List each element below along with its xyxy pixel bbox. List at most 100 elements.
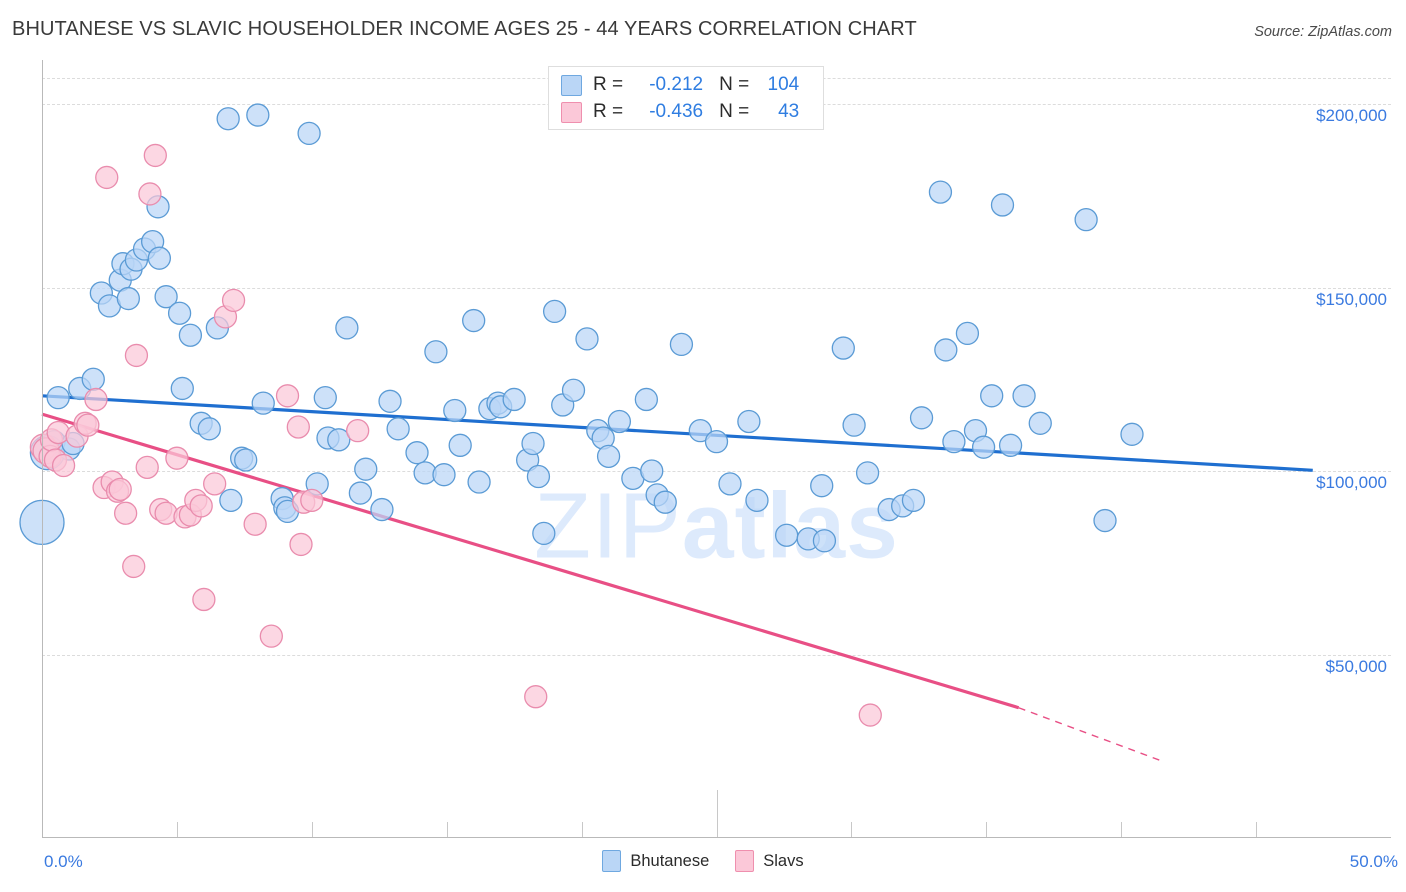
scatter-point-bhutanese[interactable] — [386, 417, 410, 441]
scatter-point-slavs[interactable] — [189, 494, 213, 518]
scatter-point-bhutanese[interactable] — [526, 464, 551, 489]
scatter-point-bhutanese[interactable] — [737, 409, 761, 434]
scatter-point-bhutanese[interactable] — [634, 387, 659, 412]
scatter-point-bhutanese[interactable] — [542, 299, 567, 324]
scatter-point-bhutanese[interactable] — [842, 413, 866, 437]
scatter-point-bhutanese[interactable] — [607, 409, 632, 434]
scatter-point-slavs[interactable] — [108, 477, 132, 502]
scatter-point-bhutanese[interactable] — [1012, 384, 1036, 408]
scatter-point-bhutanese[interactable] — [424, 340, 448, 364]
scatter-point-bhutanese[interactable] — [669, 332, 694, 357]
scatter-point-bhutanese[interactable] — [234, 448, 258, 472]
scatter-point-bhutanese[interactable] — [335, 316, 359, 340]
scatter-point-bhutanese[interactable] — [462, 308, 486, 333]
scatter-point-slavs[interactable] — [203, 472, 227, 496]
scatter-point-bhutanese[interactable] — [704, 430, 729, 454]
scatter-point-bhutanese[interactable] — [812, 529, 837, 553]
scatter-point-slavs[interactable] — [259, 624, 283, 648]
scatter-point-slavs[interactable] — [524, 685, 548, 709]
scatter-point-bhutanese[interactable] — [348, 481, 373, 505]
scatter-point-slavs[interactable] — [84, 387, 108, 412]
scatter-point-bhutanese[interactable] — [448, 433, 472, 457]
scatter-point-slavs[interactable] — [76, 413, 100, 437]
scatter-point-bhutanese[interactable] — [774, 523, 799, 547]
scatter-point-bhutanese[interactable] — [831, 336, 855, 360]
scatter-point-bhutanese[interactable] — [745, 488, 769, 513]
scatter-point-slavs[interactable] — [221, 288, 246, 313]
scatter-point-bhutanese[interactable] — [297, 121, 321, 146]
scatter-point-bhutanese[interactable] — [928, 180, 953, 204]
scatter-point-bhutanese[interactable] — [521, 431, 545, 456]
gridline — [42, 471, 1391, 473]
scatter-point-slavs[interactable] — [113, 501, 138, 525]
scatter-point-bhutanese[interactable] — [246, 103, 270, 127]
scatter-point-bhutanese[interactable] — [216, 107, 240, 131]
scatter-point-bhutanese[interactable] — [909, 406, 934, 430]
scatter-point-slavs[interactable] — [122, 554, 146, 579]
legend-item-bhutanese[interactable]: Bhutanese — [602, 850, 709, 872]
scatter-point-bhutanese[interactable] — [653, 490, 677, 514]
scatter-point-bhutanese[interactable] — [219, 488, 243, 513]
scatter-point-bhutanese[interactable] — [1093, 508, 1117, 533]
scatter-point-slavs[interactable] — [95, 165, 119, 190]
scatter-point-slavs[interactable] — [300, 488, 324, 513]
scatter-point-bhutanese[interactable] — [502, 387, 526, 412]
scatter-point-slavs[interactable] — [192, 587, 216, 612]
scatter-point-bhutanese[interactable] — [561, 378, 586, 402]
scatter-point-bhutanese[interactable] — [313, 385, 337, 410]
y-axis-line — [42, 60, 43, 838]
scatter-point-bhutanese[interactable] — [467, 470, 491, 494]
scatter-point-bhutanese[interactable] — [370, 497, 394, 522]
legend-item-slavs[interactable]: Slavs — [735, 850, 804, 872]
scatter-point-bhutanese[interactable] — [596, 444, 621, 468]
scatter-point-bhutanese[interactable] — [640, 459, 664, 483]
scatter-point-slavs[interactable] — [243, 512, 267, 536]
scatter-point-slavs[interactable] — [135, 455, 159, 479]
scatter-point-bhutanese[interactable] — [1074, 207, 1098, 232]
scatter-point-slavs[interactable] — [154, 501, 178, 525]
scatter-point-bhutanese[interactable] — [251, 391, 275, 415]
scatter-point-bhutanese[interactable] — [532, 521, 556, 546]
scatter-point-bhutanese[interactable] — [575, 327, 599, 351]
scatter-point-bhutanese[interactable] — [1120, 422, 1144, 446]
scatter-point-slavs[interactable] — [51, 453, 76, 478]
scatter-point-slavs[interactable] — [289, 532, 313, 557]
scatter-point-bhutanese[interactable] — [178, 323, 203, 347]
scatter-point-bhutanese[interactable] — [378, 389, 402, 413]
scatter-point-bhutanese[interactable] — [197, 417, 221, 441]
scatter-point-bhutanese[interactable] — [942, 430, 966, 454]
scatter-point-bhutanese[interactable] — [147, 246, 172, 270]
scatter-point-slavs[interactable] — [346, 419, 370, 443]
scatter-point-slavs[interactable] — [286, 415, 310, 439]
scatter-point-bhutanese[interactable] — [167, 301, 192, 325]
scatter-point-slavs[interactable] — [275, 384, 300, 408]
scatter-point-bhutanese[interactable] — [154, 285, 178, 309]
scatter-point-slavs[interactable] — [143, 143, 167, 168]
scatter-point-bhutanese[interactable] — [46, 385, 70, 410]
scatter-point-bhutanese[interactable] — [955, 321, 980, 346]
scatter-point-bhutanese[interactable] — [1028, 411, 1052, 435]
scatter-point-bhutanese[interactable] — [327, 428, 351, 452]
scatter-point-bhutanese[interactable] — [718, 472, 742, 496]
scatter-point-bhutanese[interactable] — [432, 463, 456, 487]
scatter-point-bhutanese[interactable] — [688, 419, 712, 443]
scatter-point-bhutanese[interactable] — [81, 367, 105, 391]
scatter-point-bhutanese[interactable] — [116, 286, 140, 311]
scatter-point-slavs[interactable] — [46, 420, 70, 445]
scatter-point-bhutanese[interactable] — [998, 433, 1023, 457]
scatter-point-bhutanese[interactable] — [980, 384, 1004, 408]
scatter-point-bhutanese[interactable] — [810, 474, 834, 498]
scatter-point-bhutanese[interactable] — [170, 376, 194, 401]
scatter-point-bhutanese[interactable] — [934, 338, 958, 362]
scatter-point-slavs[interactable] — [124, 343, 149, 368]
scatter-point-bhutanese[interactable] — [990, 193, 1015, 217]
scatter-point-bhutanese[interactable] — [855, 461, 880, 485]
scatter-point-bhutanese[interactable] — [971, 435, 996, 459]
scatter-point-bhutanese[interactable] — [405, 441, 429, 465]
scatter-point-bhutanese[interactable] — [354, 457, 378, 481]
scatter-point-bhutanese[interactable] — [443, 398, 467, 423]
scatter-point-slavs[interactable] — [858, 703, 882, 727]
scatter-point-slavs[interactable] — [138, 182, 162, 206]
scatter-point-slavs[interactable] — [165, 446, 189, 470]
scatter-point-bhutanese[interactable] — [901, 488, 926, 513]
